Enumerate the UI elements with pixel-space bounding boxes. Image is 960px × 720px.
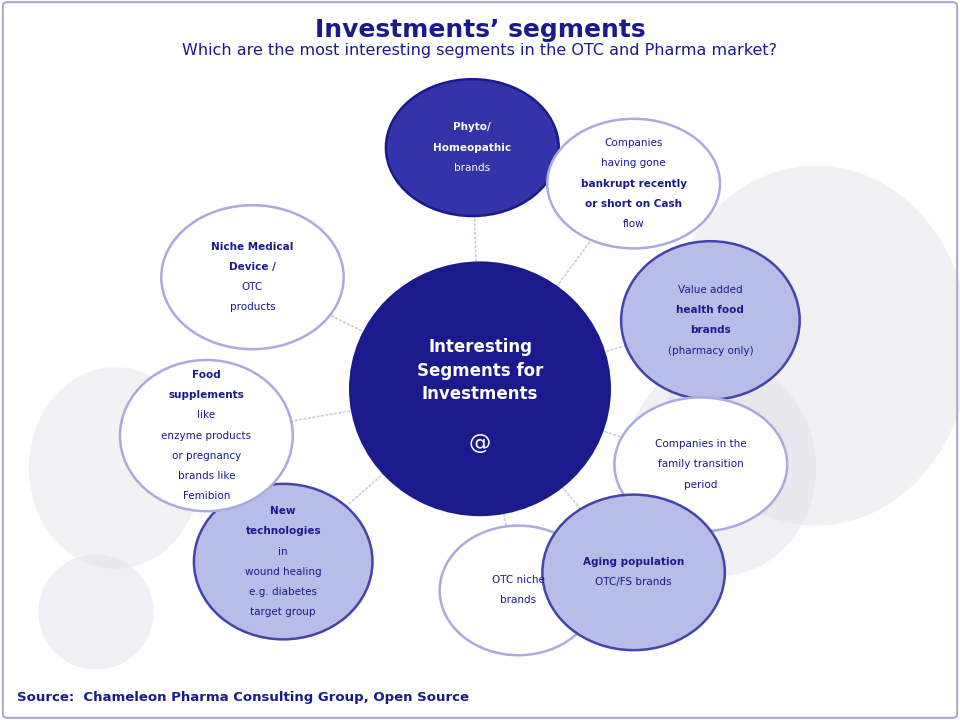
Text: New: New [271, 506, 296, 516]
Text: family transition: family transition [658, 459, 744, 469]
Text: Value added: Value added [678, 285, 743, 295]
Text: brands like: brands like [178, 471, 235, 481]
Text: Aging population: Aging population [583, 557, 684, 567]
Text: bankrupt recently: bankrupt recently [581, 179, 686, 189]
Text: Investments’ segments: Investments’ segments [315, 18, 645, 42]
Text: technologies: technologies [246, 526, 321, 536]
Text: having gone: having gone [601, 158, 666, 168]
Text: supplements: supplements [169, 390, 244, 400]
Text: e.g. diabetes: e.g. diabetes [250, 587, 317, 597]
Text: wound healing: wound healing [245, 567, 322, 577]
Text: or short on Cash: or short on Cash [585, 199, 683, 209]
Text: in: in [278, 546, 288, 557]
Text: health food: health food [677, 305, 744, 315]
Text: Femibion: Femibion [182, 491, 230, 501]
Text: brands: brands [690, 325, 731, 336]
Text: period: period [684, 480, 717, 490]
Text: brands: brands [454, 163, 491, 173]
Text: OTC/FS brands: OTC/FS brands [595, 577, 672, 588]
Text: (pharmacy only): (pharmacy only) [667, 346, 754, 356]
Text: Phyto/: Phyto/ [453, 122, 492, 132]
Ellipse shape [614, 397, 787, 531]
Ellipse shape [120, 360, 293, 511]
Text: Which are the most interesting segments in the OTC and Pharma market?: Which are the most interesting segments … [182, 43, 778, 58]
Text: Companies: Companies [605, 138, 662, 148]
Ellipse shape [194, 484, 372, 639]
Text: Device /: Device / [229, 262, 276, 272]
Text: like: like [198, 410, 215, 420]
Text: products: products [229, 302, 276, 312]
Ellipse shape [38, 554, 154, 670]
Ellipse shape [350, 263, 610, 515]
Text: target group: target group [251, 607, 316, 617]
Ellipse shape [440, 526, 597, 655]
Text: Food: Food [192, 370, 221, 380]
Text: @: @ [468, 433, 492, 453]
Text: Interesting
Segments for
Investments: Interesting Segments for Investments [417, 338, 543, 403]
Text: Companies in the: Companies in the [655, 439, 747, 449]
Ellipse shape [624, 360, 816, 576]
Ellipse shape [547, 119, 720, 248]
Ellipse shape [386, 79, 559, 216]
Text: or pregnancy: or pregnancy [172, 451, 241, 461]
Text: flow: flow [623, 219, 644, 229]
Ellipse shape [621, 241, 800, 400]
Ellipse shape [161, 205, 344, 349]
Text: Homeopathic: Homeopathic [433, 143, 512, 153]
Text: Niche Medical: Niche Medical [211, 242, 294, 252]
Ellipse shape [542, 495, 725, 650]
Ellipse shape [662, 166, 960, 526]
Text: brands: brands [500, 595, 537, 606]
Ellipse shape [29, 367, 202, 569]
Text: enzyme products: enzyme products [161, 431, 252, 441]
Text: Source:  Chameleon Pharma Consulting Group, Open Source: Source: Chameleon Pharma Consulting Grou… [17, 691, 469, 704]
Text: OTC: OTC [242, 282, 263, 292]
Text: OTC niche: OTC niche [492, 575, 545, 585]
